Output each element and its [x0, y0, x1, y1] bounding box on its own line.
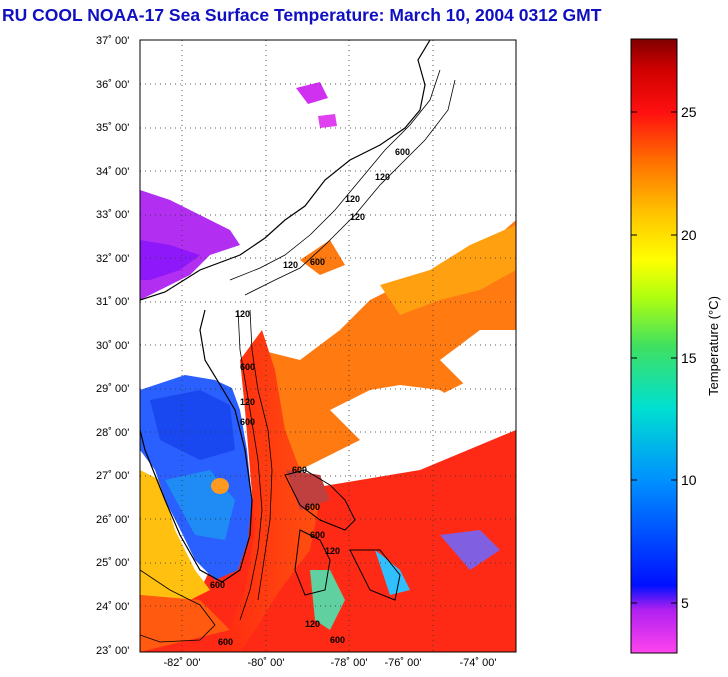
lat-label: 24˚ 00'	[96, 601, 129, 613]
contour-label: 600	[310, 257, 325, 267]
contour-label: 120	[240, 397, 255, 407]
contour-label: 120	[305, 619, 320, 629]
lon-label: -80˚ 00'	[248, 657, 285, 669]
isobath-120	[229, 69, 441, 281]
latitude-axis: 37˚ 00' 36˚ 00' 35˚ 00' 34˚ 00' 33˚ 00' …	[96, 35, 129, 657]
lat-label: 28˚ 00'	[96, 427, 129, 439]
contour-label: 120	[325, 546, 340, 556]
lat-label: 26˚ 00'	[96, 514, 129, 526]
coastline	[140, 40, 431, 301]
colorbar-tick-label: 15	[681, 350, 697, 366]
lat-label: 25˚ 00'	[96, 557, 129, 569]
colorbar-tick-label: 20	[681, 227, 697, 243]
contour-labels: 600 120 120 600 120 600 120 600 120 600 …	[210, 147, 410, 647]
colorbar: 25 20 15 10 5 Temperature (°C)	[630, 38, 721, 654]
map-grid	[140, 40, 516, 652]
sst-image: 600 120 120 600 120 600 120 600 120 600 …	[140, 40, 516, 652]
lon-label: -74˚ 00'	[460, 657, 497, 669]
lon-label: -76˚ 00'	[385, 657, 422, 669]
sst-map-figure: 600 120 120 600 120 600 120 600 120 600 …	[0, 30, 728, 672]
contour-label: 600	[240, 362, 255, 372]
lat-label: 33˚ 00'	[96, 209, 129, 221]
lat-label: 37˚ 00'	[96, 35, 129, 47]
colorbar-gradient	[630, 38, 678, 654]
colorbar-tick-label: 25	[681, 104, 697, 120]
lat-label: 36˚ 00'	[96, 79, 129, 91]
lat-label: 23˚ 00'	[96, 645, 129, 657]
contour-label: 120	[350, 212, 365, 222]
map-frame	[139, 39, 517, 653]
lat-label: 27˚ 00'	[96, 470, 129, 482]
chart-title: RU COOL NOAA-17 Sea Surface Temperature:…	[2, 5, 602, 25]
colorbar-tick-label: 5	[681, 595, 689, 611]
contour-label: 600	[305, 502, 320, 512]
lat-label: 29˚ 00'	[96, 383, 129, 395]
contour-label: 600	[330, 635, 345, 645]
contour-label: 120	[235, 309, 250, 319]
isobath-600	[244, 79, 456, 296]
contour-label: 120	[283, 260, 298, 270]
colorbar-tick-label: 10	[681, 472, 697, 488]
contour-label: 600	[240, 417, 255, 427]
contour-label: 600	[210, 580, 225, 590]
lat-label: 34˚ 00'	[96, 166, 129, 178]
lon-label: -82˚ 00'	[164, 657, 201, 669]
longitude-axis: -82˚ 00' -80˚ 00' -78˚ 00' -76˚ 00' -74˚…	[164, 657, 497, 669]
contour-label: 600	[395, 147, 410, 157]
colorbar-label: Temperature (°C)	[706, 296, 721, 396]
contour-label: 600	[292, 465, 307, 475]
lat-label: 30˚ 00'	[96, 340, 129, 352]
contour-label: 600	[218, 637, 233, 647]
contour-label: 120	[375, 172, 390, 182]
lat-label: 35˚ 00'	[96, 122, 129, 134]
lat-label: 31˚ 00'	[96, 296, 129, 308]
contour-label: 120	[345, 194, 360, 204]
lat-label: 32˚ 00'	[96, 253, 129, 265]
lon-label: -78˚ 00'	[331, 657, 368, 669]
contour-label: 600	[310, 530, 325, 540]
